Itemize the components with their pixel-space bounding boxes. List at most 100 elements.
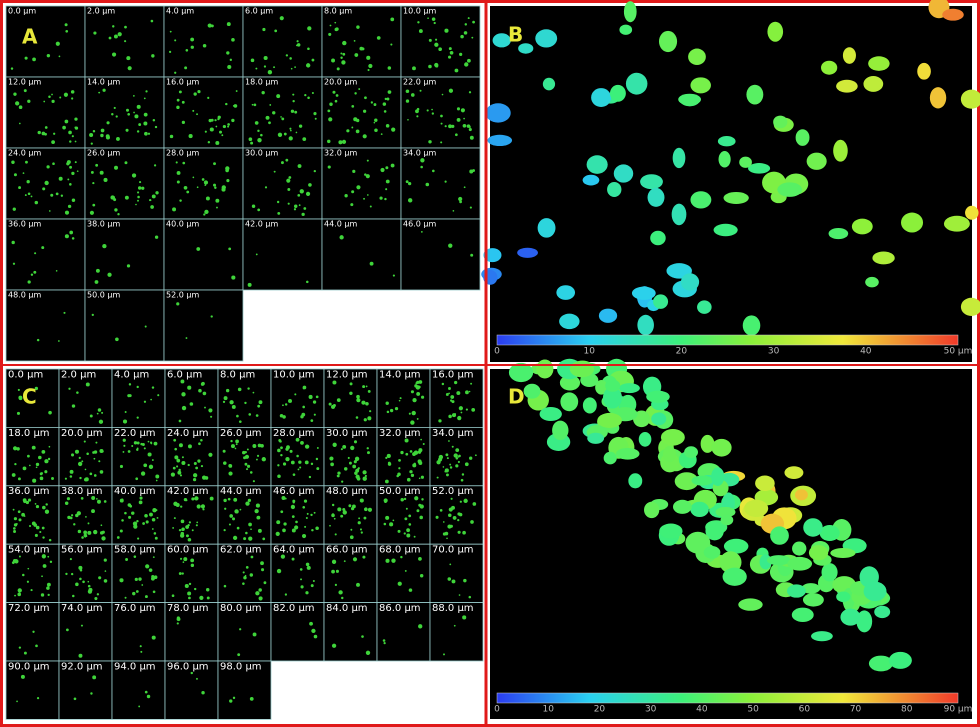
tile-label: 66.0 µm bbox=[326, 545, 368, 556]
cell bbox=[145, 564, 150, 569]
cell bbox=[105, 135, 110, 140]
cell bbox=[455, 448, 460, 453]
cell bbox=[196, 113, 198, 116]
cell bbox=[27, 498, 32, 502]
cell bbox=[209, 496, 214, 501]
colorbar-label: 20 bbox=[676, 347, 688, 357]
cell bbox=[306, 280, 309, 284]
cell bbox=[33, 270, 37, 274]
cell bbox=[472, 502, 477, 506]
cell bbox=[148, 568, 153, 572]
cell bbox=[305, 191, 311, 196]
cell bbox=[465, 390, 469, 395]
cell bbox=[419, 89, 422, 92]
cell bbox=[419, 574, 424, 578]
cell bbox=[367, 194, 369, 196]
cell bbox=[370, 101, 373, 104]
cell bbox=[830, 548, 856, 559]
cell bbox=[101, 411, 104, 414]
cell bbox=[315, 395, 319, 399]
cell bbox=[386, 410, 390, 414]
tile bbox=[111, 660, 166, 720]
tile bbox=[400, 218, 481, 291]
cell bbox=[700, 434, 715, 453]
cell bbox=[406, 477, 411, 482]
cell bbox=[112, 25, 115, 28]
tile-label: 92.0 µm bbox=[61, 661, 103, 672]
cell bbox=[176, 616, 180, 620]
cell bbox=[93, 457, 96, 460]
cell bbox=[29, 464, 31, 467]
cell bbox=[625, 72, 648, 95]
cell bbox=[39, 476, 44, 481]
cell bbox=[155, 191, 159, 195]
cell bbox=[587, 432, 605, 444]
cell bbox=[87, 530, 92, 535]
cell bbox=[58, 176, 63, 181]
cell bbox=[20, 674, 25, 679]
cell bbox=[66, 162, 70, 166]
cell bbox=[469, 206, 472, 209]
cell bbox=[605, 379, 621, 392]
cell bbox=[811, 631, 833, 642]
cell bbox=[80, 624, 83, 627]
cell bbox=[181, 456, 184, 459]
cell bbox=[225, 166, 230, 171]
cell bbox=[71, 97, 74, 100]
cell bbox=[83, 533, 88, 538]
cell bbox=[283, 522, 287, 526]
cell bbox=[188, 582, 192, 586]
cell bbox=[176, 622, 179, 625]
cell bbox=[690, 191, 712, 209]
cell bbox=[41, 450, 46, 454]
tile bbox=[321, 218, 402, 291]
tile-label: 80.0 µm bbox=[220, 603, 262, 614]
cell bbox=[151, 386, 155, 389]
cell bbox=[559, 374, 581, 391]
cell bbox=[440, 122, 443, 125]
cell bbox=[292, 499, 296, 503]
cell bbox=[68, 387, 71, 390]
cell bbox=[310, 513, 313, 517]
cell bbox=[93, 31, 97, 35]
cell bbox=[767, 21, 784, 42]
cell bbox=[637, 314, 654, 336]
cell bbox=[294, 393, 297, 396]
cell bbox=[255, 591, 260, 596]
cell bbox=[42, 505, 46, 510]
cell bbox=[448, 414, 452, 419]
tile-label: 16.0 µm bbox=[166, 78, 199, 87]
cell bbox=[409, 450, 413, 453]
cell bbox=[705, 521, 724, 541]
tile bbox=[270, 543, 325, 604]
cell bbox=[680, 273, 700, 291]
cell bbox=[71, 171, 75, 176]
cell bbox=[723, 538, 749, 554]
cell bbox=[125, 558, 129, 561]
cell bbox=[742, 315, 761, 336]
cell bbox=[125, 128, 129, 132]
colorbar-label: 10 bbox=[542, 705, 554, 715]
cell bbox=[247, 498, 252, 503]
cell bbox=[341, 596, 344, 600]
cell bbox=[440, 141, 443, 144]
cell bbox=[332, 442, 337, 447]
cell bbox=[82, 580, 85, 584]
cell bbox=[96, 412, 99, 415]
colorbar-label: 50 bbox=[747, 705, 759, 715]
tile-label: 74.0 µm bbox=[61, 603, 103, 614]
cell bbox=[362, 134, 367, 139]
cell bbox=[367, 451, 370, 455]
cell bbox=[420, 230, 423, 233]
cell bbox=[178, 528, 182, 532]
tile-label: 50.0 µm bbox=[87, 291, 120, 300]
cell bbox=[327, 139, 331, 144]
cell bbox=[460, 478, 464, 482]
cell bbox=[79, 476, 82, 480]
cell bbox=[255, 67, 258, 70]
cell bbox=[150, 398, 152, 401]
cell bbox=[392, 274, 395, 277]
cell bbox=[556, 285, 576, 300]
cell bbox=[282, 528, 286, 533]
cell bbox=[69, 165, 73, 169]
